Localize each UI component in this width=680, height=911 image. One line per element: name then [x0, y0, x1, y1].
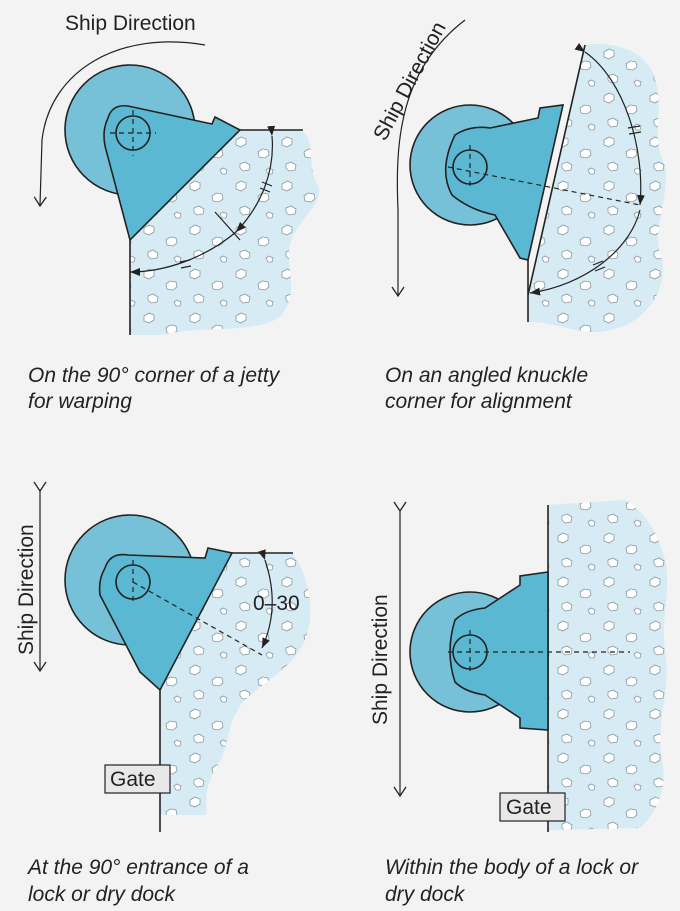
- fender: [444, 104, 565, 261]
- direction-arrow: [33, 41, 206, 208]
- direction-label: Ship Direction: [15, 524, 38, 655]
- angle-arc: [258, 549, 273, 649]
- caption: At the 90° entrance of a: [26, 856, 249, 879]
- direction-label: Ship Direction: [65, 12, 196, 35]
- gate-label: Gate: [110, 768, 156, 791]
- panel-lock-body: Ship Direction Gate Within the body of a…: [369, 500, 668, 906]
- caption: Within the body of a lock or: [385, 856, 639, 879]
- equal-mark: [179, 181, 273, 269]
- gate-box: [499, 792, 566, 822]
- axis: [132, 581, 263, 656]
- caption: lock or dry dock: [28, 883, 177, 906]
- fender: [98, 547, 234, 692]
- bisector: [214, 211, 241, 241]
- caption: On the 90° corner of a jetty: [28, 364, 281, 387]
- fender: [449, 571, 549, 731]
- gate-box: [104, 764, 171, 794]
- equal-mark: [592, 125, 642, 272]
- direction-arrow: [391, 19, 466, 298]
- panel-lock-entrance: Ship Direction 0–30 Gate At the 90° entr…: [15, 481, 311, 906]
- angle-label: 0–30: [253, 592, 300, 615]
- gate-label: Gate: [506, 796, 552, 819]
- direction-label: Ship Direction: [369, 594, 392, 725]
- dimension-arc: [574, 42, 645, 206]
- caption: corner for alignment: [385, 390, 573, 413]
- panel-knuckle-corner: Ship Direction On an angled knuckle corn…: [369, 18, 666, 413]
- caption: for warping: [28, 390, 132, 413]
- dimension-arc: [529, 209, 641, 296]
- caption: dry dock: [385, 883, 466, 906]
- dimension-arc: [235, 125, 276, 233]
- caption: On an angled knuckle: [385, 364, 588, 387]
- quay: [548, 500, 668, 830]
- fender: [103, 104, 242, 242]
- panel-jetty-corner: Ship Direction On the 90° corner of a je…: [28, 12, 320, 413]
